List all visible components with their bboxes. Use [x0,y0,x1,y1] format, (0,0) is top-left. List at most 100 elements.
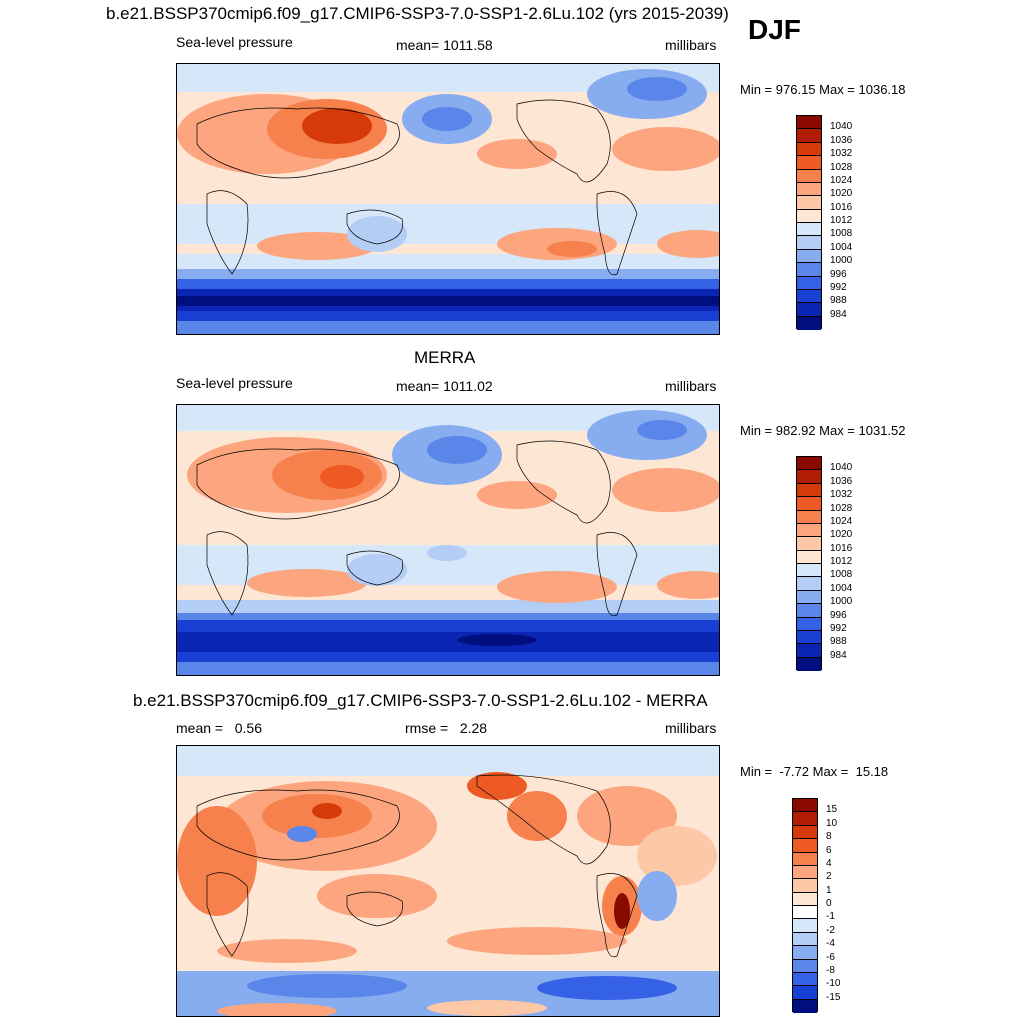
colorbar-swatch [797,550,821,564]
colorbar-swatch [793,986,817,1000]
colorbar-tick-label: 10 [826,817,838,829]
colorbar-tick-label: -8 [826,964,835,976]
colorbar-tick-label: 1012 [830,215,853,226]
panel-1-colorbar-swatches [796,115,822,330]
colorbar-tick-label: 1012 [830,556,853,567]
colorbar-tick-label: 1032 [830,148,853,160]
colorbar-swatch [793,999,817,1013]
panel-3-rmse-label: rmse = 2.28 [405,720,488,736]
panel-2-colorbar-swatches [796,456,822,671]
colorbar-swatch [797,657,821,671]
colorbar-tick-label: -15 [826,991,841,1003]
colorbar-swatch [797,209,821,223]
colorbar-swatch [793,799,817,813]
colorbar-swatch [797,182,821,197]
colorbar-swatch [793,932,817,947]
colorbar-swatch [793,906,817,920]
colorbar-swatch [793,839,817,853]
colorbar-swatch [797,577,821,591]
panel-2-map [176,404,720,676]
colorbar-tick-label: 15 [826,804,838,816]
colorbar-swatch [793,865,817,880]
colorbar-tick-label: 984 [830,308,847,320]
colorbar-tick-label: 4 [826,857,832,869]
panel-2-minmax: Min = 982.92 Max = 1031.52 [740,423,906,438]
colorbar-swatch [793,919,817,933]
colorbar-tick-label: 992 [830,281,847,293]
colorbar-tick-label: 1020 [830,188,853,200]
panel-1-colorbar: 1040 1036 1032 1028 1024 1020 1016 1012 1008 1004… [796,115,876,330]
colorbar-swatch [797,316,821,330]
panel-3-colorbar-swatches [792,798,818,1013]
colorbar-tick-label: 1000 [830,596,853,608]
colorbar-swatch [797,303,821,317]
colorbar-tick-label: 992 [830,622,847,634]
colorbar-swatch [797,142,821,157]
colorbar-tick-label: 996 [830,609,847,621]
colorbar-tick-label: 1004 [830,241,853,253]
colorbar-swatch [797,470,821,484]
panel-2-title: MERRA [414,348,476,367]
colorbar-swatch [797,457,821,471]
colorbar-tick-label: 8 [826,831,832,843]
colorbar-tick-label: -2 [826,924,835,936]
colorbar-tick-label: 984 [830,649,847,661]
colorbar-swatch [797,537,821,551]
colorbar-tick-label: 1040 [830,121,853,133]
colorbar-tick-label: 1000 [830,255,853,267]
panel-2-colorbar: 1040 1036 1032 1028 1024 1020 1016 1012 1008 1004… [796,456,876,671]
season-label: DJF [748,14,801,45]
colorbar-swatch [797,604,821,618]
panel-3-units-label: millibars [665,720,717,736]
colorbar-swatch [793,946,817,960]
panel-3-colorbar: 15 10 8 6 4 2 1 0 -1 -2 -4 -6 -8 -10 -15 [792,798,872,1013]
colorbar-swatch [797,249,821,264]
colorbar-tick-label: 1036 [830,134,853,146]
colorbar-tick-label: 1008 [830,569,853,581]
colorbar-tick-label: 2 [826,871,832,883]
panel-1-units-label: millibars [665,37,717,53]
panel-3-map [176,745,720,1017]
colorbar-swatch [797,523,821,538]
colorbar-tick-label: 988 [830,295,847,307]
panel-1-title: b.e21.BSSP370cmip6.f09_g17.CMIP6-SSP3-7.… [106,4,729,23]
colorbar-swatch [797,223,821,237]
panel-1-variable-label: Sea-level pressure [176,34,293,50]
colorbar-tick-label: 1004 [830,582,853,594]
colorbar-tick-label: 1032 [830,489,853,501]
colorbar-tick-label: 1 [826,884,832,896]
colorbar-tick-label: -6 [826,951,835,963]
colorbar-swatch [797,196,821,210]
colorbar-swatch [793,972,817,987]
colorbar-swatch [797,483,821,498]
colorbar-swatch [793,825,817,840]
colorbar-tick-label: -4 [826,938,835,950]
colorbar-tick-label: 988 [830,636,847,648]
colorbar-swatch [797,617,821,631]
colorbar-swatch [793,812,817,826]
panel-2-mean-label: mean= 1011.02 [396,378,493,394]
colorbar-tick-label: 0 [826,898,832,909]
colorbar-swatch [797,276,821,290]
colorbar-tick-label: -1 [826,911,835,923]
colorbar-tick-label: 1020 [830,529,853,541]
panel-1-map [176,63,720,335]
colorbar-swatch [797,156,821,170]
colorbar-tick-label: 1040 [830,462,853,474]
panel-2-variable-label: Sea-level pressure [176,375,293,391]
panel-1-mean-label: mean= 1011.58 [396,37,493,53]
colorbar-swatch [797,644,821,658]
colorbar-swatch [797,116,821,130]
panel-2-units-label: millibars [665,378,717,394]
panel-3-minmax: Min = -7.72 Max = 15.18 [740,764,889,779]
colorbar-tick-label: 1036 [830,475,853,487]
colorbar-swatch [797,630,821,645]
colorbar-tick-label: 996 [830,268,847,280]
colorbar-tick-label: -10 [826,978,841,990]
colorbar-tick-label: 1028 [830,502,853,514]
colorbar-tick-label: 1016 [830,201,853,213]
colorbar-swatch [793,879,817,893]
colorbar-tick-label: 1016 [830,542,853,554]
colorbar-swatch [797,497,821,511]
colorbar-swatch [797,169,821,183]
